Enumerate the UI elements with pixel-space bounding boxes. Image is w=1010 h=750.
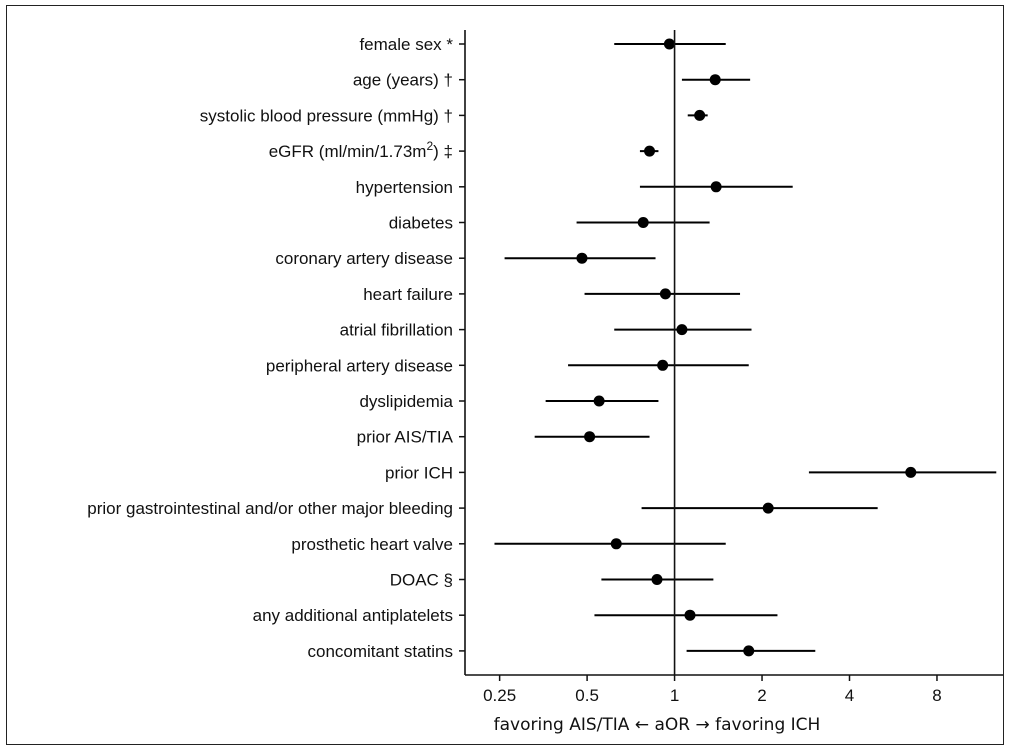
- row-label: DOAC §: [390, 571, 453, 590]
- x-tick-label: 8: [932, 686, 941, 705]
- row-label: dyslipidemia: [359, 392, 453, 411]
- point-estimate: [610, 538, 622, 550]
- point-estimate: [593, 395, 605, 407]
- row-labels: female sex * age (years) † systolic blood …: [87, 35, 453, 661]
- row-label: coronary artery disease: [275, 249, 453, 268]
- point-estimate: [657, 359, 669, 371]
- point-estimates: [576, 38, 917, 657]
- x-axis-title: favoring AIS/TIA ← aOR → favoring ICH: [494, 715, 821, 735]
- point-estimate: [651, 574, 663, 585]
- point-estimate: [743, 645, 755, 657]
- point-estimate: [576, 252, 588, 264]
- point-estimate: [659, 288, 671, 300]
- point-estimate: [710, 181, 722, 193]
- point-estimate: [905, 466, 917, 478]
- row-label: atrial fibrillation: [340, 321, 453, 340]
- row-label: prosthetic heart valve: [291, 535, 453, 554]
- row-label: systolic blood pressure (mmHg) †: [200, 106, 453, 125]
- point-estimate: [584, 431, 596, 443]
- point-estimate: [676, 324, 688, 336]
- row-label: prior ICH: [385, 463, 453, 482]
- x-tick-label: 0.5: [575, 686, 599, 705]
- x-axis-ticks: 0.25 0.5 1 2 4 8: [483, 675, 942, 705]
- point-estimate: [684, 609, 696, 621]
- row-label: prior AIS/TIA: [357, 428, 454, 447]
- x-tick-label: 4: [845, 686, 854, 705]
- figure-frame: [6, 5, 1004, 745]
- x-tick-label: 0.25: [483, 686, 516, 705]
- point-estimate: [637, 217, 649, 228]
- x-tick-label: 2: [757, 686, 766, 705]
- point-estimate: [644, 145, 656, 157]
- row-label: age (years) †: [353, 71, 453, 90]
- row-label: peripheral artery disease: [266, 356, 453, 375]
- row-label: diabetes: [389, 214, 453, 233]
- point-estimate: [709, 74, 721, 86]
- y-axis-ticks: [459, 43, 465, 652]
- x-tick-label: 1: [670, 686, 679, 705]
- row-label: concomitant statins: [307, 642, 453, 661]
- row-label: prior gastrointestinal and/or other majo…: [87, 499, 453, 518]
- point-estimate: [663, 38, 675, 50]
- confidence-intervals: [494, 43, 997, 652]
- row-label: any additional antiplatelets: [253, 606, 453, 625]
- row-label: hypertension: [356, 178, 453, 197]
- row-label: heart failure: [363, 285, 453, 304]
- row-label: eGFR (ml/min/1.73m2) ‡: [269, 139, 453, 161]
- point-estimate: [762, 502, 774, 514]
- row-label: female sex *: [359, 35, 453, 54]
- point-estimate: [694, 109, 706, 121]
